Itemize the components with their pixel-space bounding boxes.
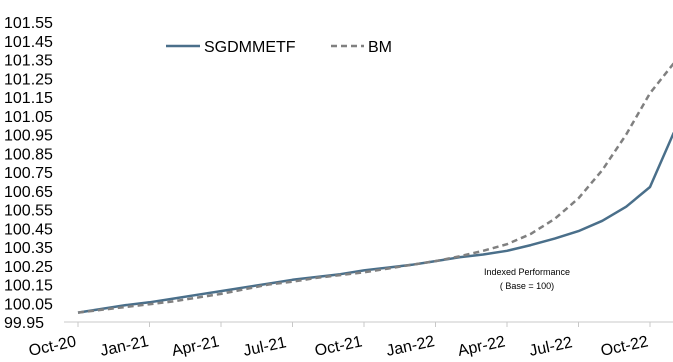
y-tick-label: 100.45: [4, 221, 53, 238]
y-tick-label: 100.25: [4, 259, 53, 276]
y-tick-label: 101.15: [4, 90, 53, 107]
y-tick-label: 101.25: [4, 71, 53, 88]
x-tick-label: Apr-21: [170, 333, 221, 360]
legend-label-sgdmmetf: SGDMMETF: [204, 39, 296, 56]
x-axis-labels: Oct-20 Jan-21 Apr-21 Jul-21 Oct-21 Jan-22 Apr-…: [27, 333, 650, 360]
y-tick-label: 101.05: [4, 109, 53, 126]
x-axis-tickmarks: [77, 322, 651, 327]
y-tick-label: 100.85: [4, 146, 53, 163]
x-tick-label: Jul-21: [242, 334, 288, 360]
y-tick-label: 100.35: [4, 240, 53, 257]
x-tick-label: Apr-22: [456, 333, 507, 360]
y-tick-label: 100.05: [4, 296, 53, 313]
legend: SGDMMETF BM: [166, 39, 392, 56]
x-tick-label: Jul-22: [528, 334, 574, 360]
x-tick-label: Oct-22: [599, 333, 650, 360]
x-tick-label: Jan-22: [385, 333, 436, 360]
y-tick-label: 101.55: [4, 15, 53, 32]
annotation-line-1: Indexed Performance: [484, 267, 570, 277]
legend-label-bm: BM: [368, 39, 392, 56]
series-layer: [77, 62, 673, 314]
series-line-sgdmmetf: [77, 132, 673, 314]
x-tick-label: Jan-21: [99, 333, 150, 360]
y-tick-label: 101.45: [4, 34, 53, 51]
y-tick-label: 101.35: [4, 53, 53, 70]
y-tick-label: 99.95: [4, 315, 44, 332]
y-tick-label: 100.95: [4, 128, 53, 145]
y-tick-label: 100.55: [4, 203, 53, 220]
y-tick-label: 100.65: [4, 184, 53, 201]
series-line-bm: [77, 62, 673, 314]
y-tick-label: 100.15: [4, 278, 53, 295]
annotation-line-2: ( Base = 100): [500, 281, 554, 291]
x-tick-label: Oct-20: [27, 333, 78, 360]
y-tick-label: 100.75: [4, 165, 53, 182]
x-tick-label: Oct-21: [313, 333, 364, 360]
annotation: Indexed Performance ( Base = 100): [484, 267, 570, 291]
